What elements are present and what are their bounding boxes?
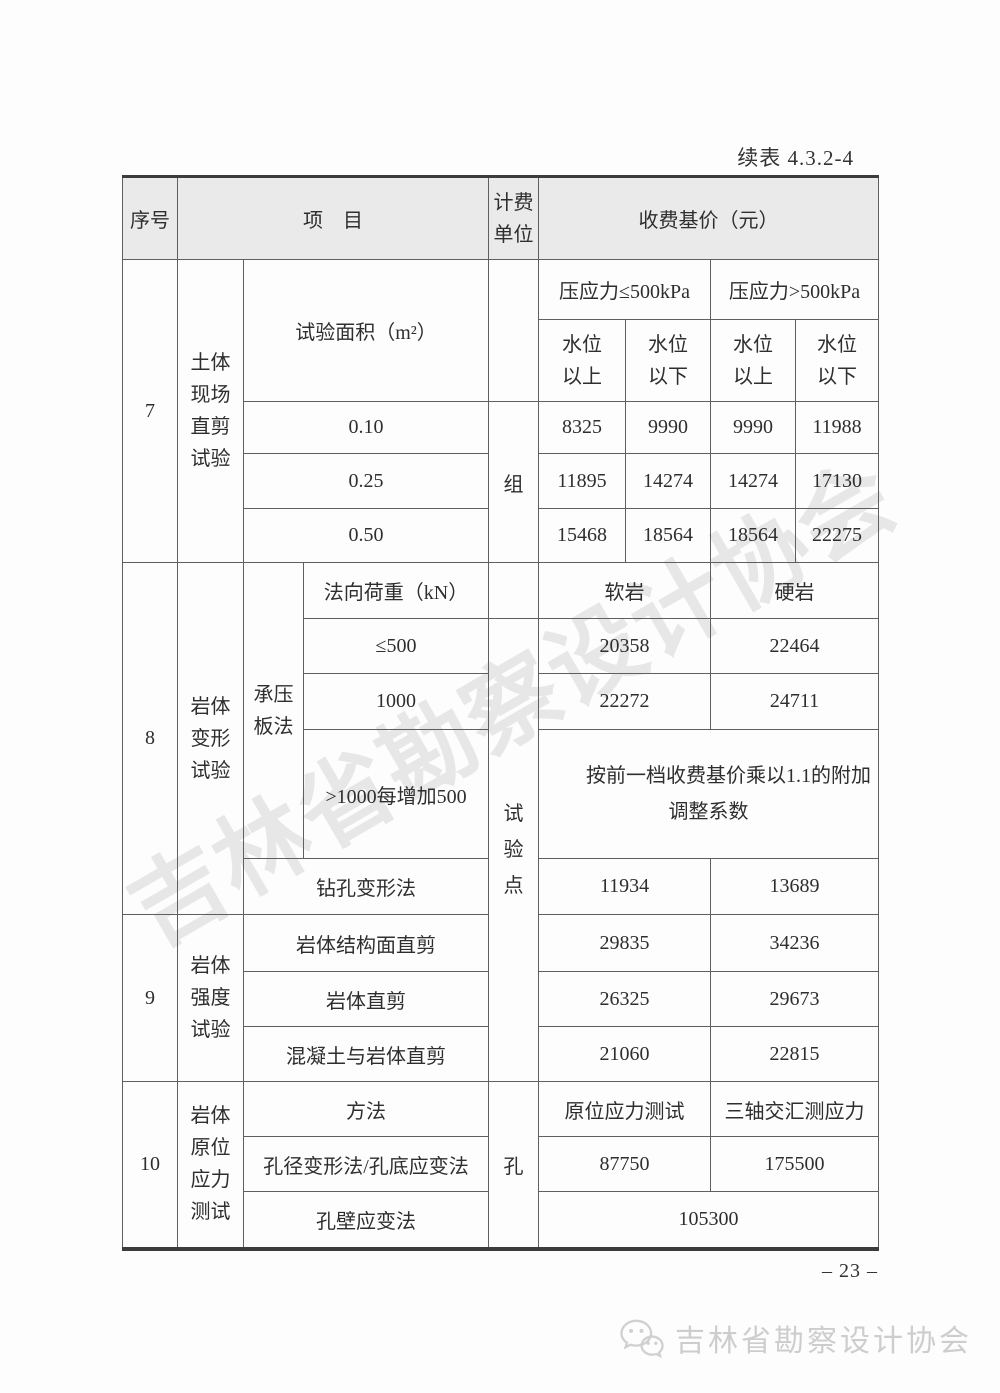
fee-value: 8325 [538, 401, 626, 454]
fee-value: 29835 [538, 914, 711, 972]
page-number: – 23 – [822, 1260, 878, 1282]
fee-value: 9990 [625, 401, 711, 454]
wechat-logo-icon [617, 1317, 667, 1359]
cell-s9-no: 9 [122, 914, 178, 1082]
header-item: 项 目 [177, 175, 489, 260]
cell-s7-area-header: 试验面积（m²） [243, 259, 489, 402]
header-unit: 计费 单位 [488, 175, 539, 260]
cell-s8-no: 8 [122, 562, 178, 915]
cell-s7-no: 7 [122, 259, 178, 563]
fee-value: 22275 [795, 508, 879, 563]
fee-value: 18564 [625, 508, 711, 563]
cell-s8-unit-empty [488, 562, 539, 619]
fee-value: 15468 [538, 508, 626, 563]
cell-s10-wall-label: 孔壁应变法 [243, 1191, 489, 1251]
fee-value: 13689 [710, 858, 879, 915]
cell-s8-method: 承压 板法 [243, 562, 304, 859]
fee-table: 序号 项 目 计费 单位 收费基价（元） 7 土体 现场 直剪 试验 试验面积（… [122, 175, 879, 1251]
fee-value: 22272 [538, 673, 711, 730]
cell-s7-below-1: 水位 以下 [625, 319, 711, 402]
fee-value: 18564 [710, 508, 796, 563]
cell-s7-row0-label: 0.10 [243, 401, 489, 454]
table-caption: 续表 4.3.2-4 [737, 146, 854, 170]
header-no: 序号 [122, 175, 178, 260]
cell-s7-row1-label: 0.25 [243, 453, 489, 509]
cell-s10-no: 10 [122, 1081, 178, 1249]
cell-s10-m2: 三轴交汇测应力 [710, 1081, 879, 1137]
cell-s10-name: 岩体 原位 应力 测试 [177, 1081, 244, 1249]
cell-s7-group2: 压应力>500kPa [710, 259, 879, 320]
fee-value: 9990 [710, 401, 796, 454]
fee-value: 21060 [538, 1026, 711, 1082]
fee-value: 34236 [710, 914, 879, 972]
fee-value: 11988 [795, 401, 879, 454]
cell-s8s9-unit: 试 验 点 [488, 618, 539, 1082]
cell-s7-below-2: 水位 以下 [795, 319, 879, 402]
cell-s8-drill-label: 钻孔变形法 [243, 858, 489, 915]
header-price: 收费基价（元） [538, 175, 879, 260]
cell-s7-above-2: 水位 以上 [710, 319, 796, 402]
cell-s10-unit: 孔 [488, 1081, 539, 1249]
fee-value: 29673 [710, 971, 879, 1027]
fee-value: 87750 [538, 1136, 711, 1192]
fee-value: 22815 [710, 1026, 879, 1082]
cell-s8-load-header: 法向荷重（kN） [303, 562, 489, 619]
fee-value: 14274 [625, 453, 711, 509]
cell-s9-name: 岩体 强度 试验 [177, 914, 244, 1082]
cell-s8-over-label: >1000每增加500 [303, 729, 489, 859]
cell-s10-row0-label: 孔径变形法/孔底应变法 [243, 1136, 489, 1192]
fee-value: 17130 [795, 453, 879, 509]
cell-s10-method-label: 方法 [243, 1081, 489, 1137]
fee-value: 26325 [538, 971, 711, 1027]
fee-value: 11895 [538, 453, 626, 509]
fee-value: 14274 [710, 453, 796, 509]
footer-brand-text: 吉林省勘察设计协会 [675, 1325, 972, 1358]
cell-s9-row1-label: 岩体直剪 [243, 971, 489, 1027]
fee-value: 11934 [538, 858, 711, 915]
cell-s8-soft-header: 软岩 [538, 562, 711, 619]
fee-value: 175500 [710, 1136, 879, 1192]
cell-s7-above-1: 水位 以上 [538, 319, 626, 402]
cell-s8-name: 岩体 变形 试验 [177, 562, 244, 915]
cell-s7-unit-empty [488, 259, 539, 402]
cell-s7-name: 土体 现场 直剪 试验 [177, 259, 244, 563]
fee-value: 22464 [710, 618, 879, 674]
cell-s7-row2-label: 0.50 [243, 508, 489, 563]
cell-s9-row2-label: 混凝土与岩体直剪 [243, 1026, 489, 1082]
cell-s8-row1-label: 1000 [303, 673, 489, 730]
cell-s7-unit: 组 [488, 401, 539, 563]
cell-s8-hard-header: 硬岩 [710, 562, 879, 619]
fee-value: 24711 [710, 673, 879, 730]
cell-s7-group1: 压应力≤500kPa [538, 259, 711, 320]
fee-value: 20358 [538, 618, 711, 674]
cell-s8-over-note: 按前一档收费基价乘以1.1的附加调整系数 [538, 729, 879, 859]
cell-s10-wall-value: 105300 [538, 1191, 879, 1251]
cell-s8-row0-label: ≤500 [303, 618, 489, 674]
cell-s9-row0-label: 岩体结构面直剪 [243, 914, 489, 972]
footer-brand: 吉林省勘察设计协会 [617, 1316, 972, 1360]
cell-s10-m1: 原位应力测试 [538, 1081, 711, 1137]
